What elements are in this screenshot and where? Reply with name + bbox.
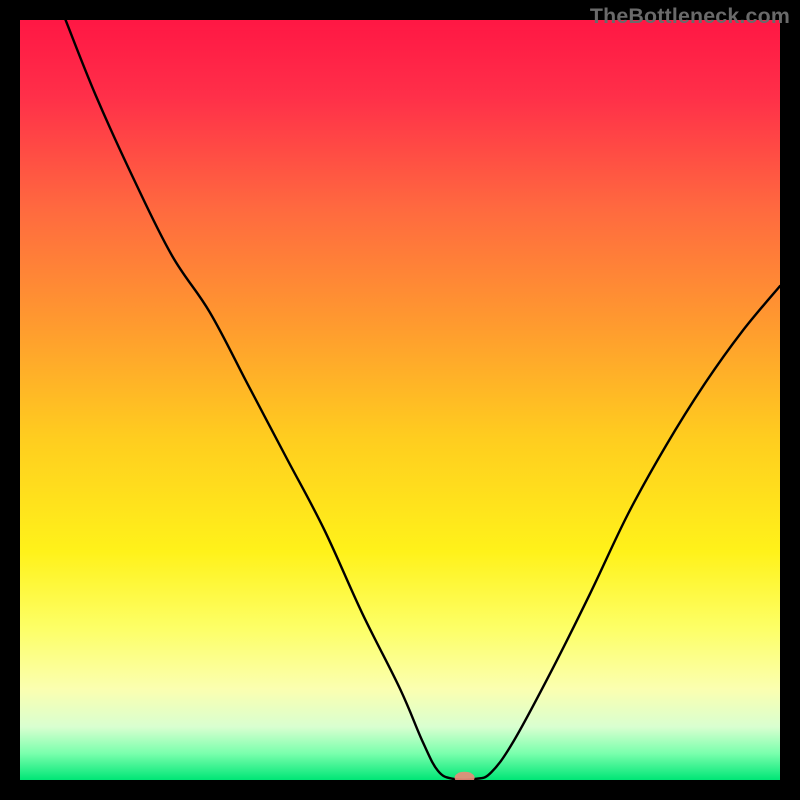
watermark-text: TheBottleneck.com [590, 4, 790, 29]
chart-svg [0, 0, 800, 800]
chart-background-gradient [20, 20, 780, 780]
bottleneck-chart: TheBottleneck.com [0, 0, 800, 800]
